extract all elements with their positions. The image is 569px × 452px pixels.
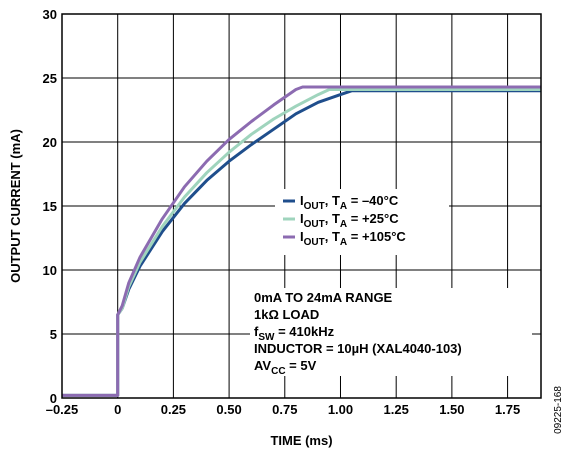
x-tick-label: –0.25 [46,402,79,417]
y-axis-label: OUTPUT CURRENT (mA) [8,129,23,283]
y-tick-label: 15 [43,199,57,214]
annotation-background [250,288,532,376]
annotation-line: INDUCTOR = 10µH (XAL4040-103) [254,341,462,356]
legend-background [275,189,449,255]
x-tick-labels: –0.25 0 0.25 0.50 0.75 1.00 1.25 1.50 1.75 [46,402,521,417]
y-tick-label: 0 [50,391,57,406]
annotation-line: fSW = 410kHz [254,324,335,343]
x-tick-label: 0.50 [216,402,241,417]
annotation-line: 1kΩ LOAD [254,307,319,322]
x-axis-label: TIME (ms) [270,433,332,448]
y-tick-label: 10 [43,263,57,278]
y-tick-label: 20 [43,135,57,150]
plot-frame [61,13,542,399]
x-tick-label: 0.25 [161,402,186,417]
x-tick-label: 0.75 [272,402,297,417]
series-line-2 [62,85,541,397]
x-tick-label: 0 [114,402,121,417]
x-tick-label: 1.25 [384,402,409,417]
x-tick-label: 1.75 [495,402,520,417]
legend-entry: IOUT, TA = +25°C [300,211,399,230]
series-group [62,85,541,397]
y-tick-labels: 0 5 10 15 20 25 30 [43,7,57,406]
annotation-line: 0mA TO 24mA RANGE [254,290,393,305]
x-tick-label: 1.50 [439,402,464,417]
annotation-block: 0mA TO 24mA RANGE 1kΩ LOAD fSW = 410kHzIND… [250,288,532,377]
figure-code: 09225-168 [553,386,564,434]
y-tick-label: 25 [43,71,57,86]
y-tick-label: 5 [50,327,57,342]
y-tick-label: 30 [43,7,57,22]
x-tick-label: 1.00 [328,402,353,417]
annotation-line: AVCC = 5V [254,358,317,377]
legend-entry: IOUT, TA = –40°C [300,193,399,212]
legend-entry: IOUT, TA = +105°C [300,229,406,248]
